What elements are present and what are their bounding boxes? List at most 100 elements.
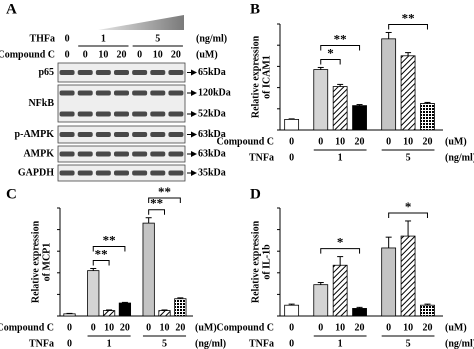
size-marker: 35kDa (198, 167, 226, 178)
tnf-label: TNFa (249, 338, 274, 349)
tnf-dose: 0 (289, 338, 294, 349)
compound-dose: 10 (153, 49, 163, 60)
blot-band (168, 90, 184, 96)
compound-dose: 0 (289, 136, 294, 147)
blot-band (59, 111, 75, 117)
blot-band (59, 151, 75, 157)
bar (102, 310, 116, 317)
compound-dose: 0 (65, 49, 70, 60)
compound-dose: 10 (335, 322, 345, 333)
significance-bracket (92, 245, 126, 252)
size-marker: 120kDa (198, 87, 231, 98)
bar (313, 284, 329, 317)
treatment-dose: 5 (155, 33, 160, 44)
compound-dose: 10 (98, 49, 108, 60)
compound-dose: 0 (318, 136, 323, 147)
blot-band (114, 70, 129, 75)
significance-bracket (148, 197, 181, 203)
blot-row-label: p-AMPK (15, 129, 55, 140)
blot-row-label: GAPDH (18, 167, 54, 178)
blot-band (59, 132, 75, 137)
bar (400, 235, 416, 317)
blot-band (95, 132, 111, 137)
dose-wedge (98, 15, 184, 30)
significance-bracket (320, 248, 361, 254)
compound-dose: 0 (318, 322, 323, 333)
tnf-dose: 1 (338, 338, 343, 349)
treatment-dose: 0 (65, 33, 70, 44)
blot-band (77, 111, 93, 117)
blot-band (59, 90, 75, 96)
compound-dose: 20 (422, 322, 432, 333)
blot-band (132, 111, 148, 117)
compound-dose: 20 (355, 136, 365, 147)
blot-band (77, 151, 93, 157)
compound-dose: 10 (160, 322, 170, 333)
bar (174, 298, 187, 317)
blot-row-label: NFkB (28, 98, 54, 109)
compound-label: Compound C (0, 322, 54, 333)
bar (420, 304, 435, 317)
compound-dose: 20 (120, 322, 130, 333)
significance-mark: ** (95, 246, 108, 261)
significance-mark: ** (103, 232, 116, 247)
significance-mark: * (327, 45, 334, 60)
compound-dose: 0 (386, 136, 391, 147)
significance-mark: ** (334, 31, 347, 46)
significance-mark: ** (158, 184, 171, 199)
compound-unit: (uM) (196, 49, 218, 60)
significance-mark: ** (150, 196, 163, 211)
panel-label: D (250, 186, 261, 202)
blot-band (168, 70, 184, 75)
bar (400, 55, 416, 131)
panel-label: B (250, 1, 260, 17)
compound-dose: 0 (67, 322, 72, 333)
blot-band (77, 90, 93, 96)
compound-dose: 0 (91, 322, 96, 333)
bar (142, 222, 155, 317)
tnf-unit: (ng/ml) (195, 338, 226, 349)
compound-dose: 10 (104, 322, 114, 333)
blot-band (95, 90, 111, 96)
blot-band (150, 70, 166, 75)
significance-bracket (388, 23, 428, 30)
blot-band (95, 70, 111, 75)
compound-dose: 0 (386, 322, 391, 333)
blot-band (150, 151, 166, 157)
y-axis-label: Relative expression (30, 220, 41, 303)
bar (87, 270, 100, 317)
treatment-label: THFa (29, 33, 55, 44)
compound-dose: 20 (117, 49, 127, 60)
blot-band (114, 111, 129, 117)
y-axis-label: of IL-1b (261, 244, 272, 280)
compound-dose: 0 (83, 49, 88, 60)
compound-dose: 0 (137, 49, 142, 60)
bar (332, 86, 348, 131)
tnf-label: TNFa (29, 338, 54, 349)
significance-bracket (320, 44, 361, 51)
tnf-dose: 0 (67, 338, 72, 349)
compound-dose: 10 (403, 322, 413, 333)
blot-band (77, 70, 93, 75)
bar (284, 119, 300, 131)
blot-band (114, 151, 129, 157)
blot-band (150, 132, 166, 137)
blot-band (132, 90, 148, 96)
significance-bracket (92, 259, 110, 266)
blot-band (168, 151, 184, 157)
compound-dose: 20 (171, 49, 181, 60)
bar (63, 313, 76, 317)
blot-band (150, 90, 166, 96)
y-axis-label: Relative expression (250, 35, 261, 118)
bar (158, 310, 171, 317)
blot-band (150, 111, 166, 117)
bar (332, 264, 348, 317)
compound-dose: 0 (146, 322, 151, 333)
tnf-label: TNFa (249, 152, 274, 163)
panel-label: C (6, 186, 17, 202)
blot-band (95, 151, 111, 157)
compound-dose: 20 (422, 136, 432, 147)
tnf-dose: 5 (406, 338, 411, 349)
y-axis-label: Relative expression (250, 220, 261, 303)
